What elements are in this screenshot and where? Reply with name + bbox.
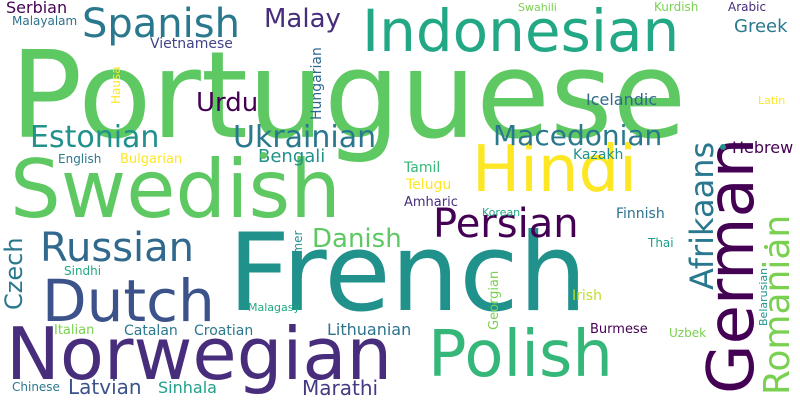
word-georgian: Georgian (487, 270, 502, 330)
word-korean: Korean (482, 206, 521, 219)
dot-decoration (764, 245, 768, 249)
word-sindhi: Sindhi (64, 264, 102, 278)
word-amharic: Amharic (404, 195, 458, 210)
word-uzbek: Uzbek (669, 326, 707, 340)
word-telugu: Telugu (406, 177, 452, 193)
word-greek: Greek (734, 16, 788, 37)
word-tamil: Tamil (404, 160, 441, 176)
word-sinhala: Sinhala (158, 378, 217, 397)
word-croatian: Croatian (194, 323, 254, 339)
word-swedish: Swedish (10, 143, 341, 236)
word-latin: Latin (758, 94, 786, 107)
word-marathi: Marathi (302, 376, 379, 400)
word-chinese: Chinese (12, 380, 60, 394)
word-kazakh: Kazakh (573, 147, 624, 163)
word-hausa: Hausa (109, 66, 123, 104)
word-malayalam: Malayalam (12, 14, 78, 28)
word-thai: Thai (648, 236, 674, 250)
word-hebrew: Hebrew (732, 138, 794, 157)
word-macedonian: Macedonian (493, 119, 663, 152)
word-french: French (228, 211, 588, 336)
word-norwegian: Norwegian (6, 312, 393, 396)
word-hindi: Hindi (472, 133, 637, 207)
word-urdu: Urdu (196, 88, 259, 118)
word-burmese: Burmese (590, 322, 648, 337)
word-english: English (58, 152, 102, 166)
word-afrikaans: Afrikaans (683, 141, 721, 290)
word-czech: Czech (0, 237, 28, 310)
word-bulgarian: Bulgarian (120, 152, 183, 167)
dot-decoration (720, 144, 726, 150)
word-kurdish: Kurdish (654, 0, 699, 14)
word-latvian: Latvian (68, 375, 142, 399)
word-icelandic: Icelandic (586, 90, 658, 109)
word-catalan: Catalan (124, 323, 178, 339)
word-spanish: Spanish (82, 1, 240, 47)
word-polish: Polish (428, 318, 613, 392)
word-ukrainian: Ukrainian (233, 120, 377, 155)
word-swahili: Swahili (518, 1, 557, 14)
word-vietnamese: Vietnamese (150, 36, 233, 52)
word-bengali: Bengali (258, 146, 326, 167)
word-serbian: Serbian (6, 0, 68, 17)
word-malagasy: Malagasy (248, 301, 300, 314)
word-malay: Malay (264, 4, 341, 34)
word-khmer: Khmer (291, 230, 305, 270)
word-arabic: Arabic (728, 0, 767, 14)
word-estonian: Estonian (30, 120, 160, 155)
word-portuguese: Portuguese (10, 27, 687, 166)
word-russian: Russian (40, 225, 195, 271)
word-belarusian: Belarusian (757, 267, 770, 326)
word-lithuanian: Lithuanian (327, 320, 412, 339)
word-dutch: Dutch (42, 267, 215, 335)
word-hungarian: Hungarian (309, 47, 325, 120)
word-danish: Danish (312, 224, 402, 254)
word-finnish: Finnish (616, 206, 665, 222)
word-irish: Irish (572, 288, 602, 304)
dot-decoration (260, 152, 267, 159)
word-persian: Persian (433, 201, 579, 247)
word-indonesian: Indonesian (362, 0, 680, 65)
word-italian: Italian (54, 323, 95, 338)
